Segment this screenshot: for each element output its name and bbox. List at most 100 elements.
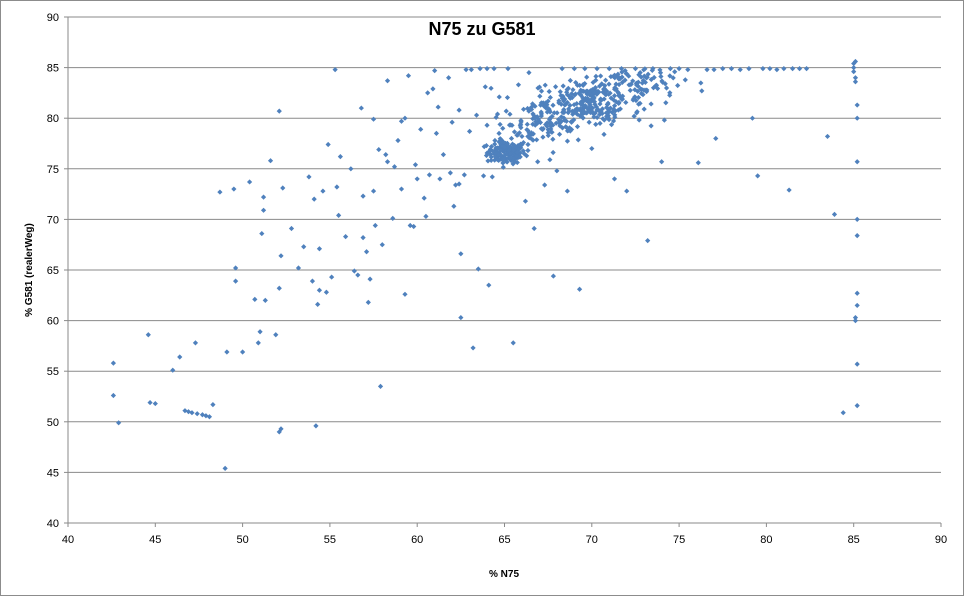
data-point [524,153,530,159]
data-point [550,136,556,142]
data-point [854,302,860,309]
data-point [831,211,838,217]
data-point [616,92,622,98]
data-point [512,159,518,165]
data-point [592,110,598,116]
data-point [267,158,274,164]
data-point [566,106,572,112]
data-point [638,74,644,80]
y-tick-label: 75 [47,164,59,176]
data-point [564,125,570,131]
data-point [336,212,342,218]
data-point [648,101,654,107]
data-point [564,188,570,194]
gridlines [68,16,941,473]
data-point [544,123,550,129]
data-point [550,102,556,108]
data-point [631,95,637,102]
data-point [632,94,638,100]
data-point [713,135,719,142]
data-point [360,193,366,199]
data-point [854,361,860,367]
data-point [566,93,572,99]
y-tick-label: 45 [47,467,59,479]
y-tick-label: 90 [47,12,59,24]
data-point [648,76,654,83]
data-point [578,105,584,112]
data-point [661,117,667,123]
data-point [608,122,615,128]
data-point [534,114,540,120]
data-point [433,130,440,136]
data-point [582,66,588,72]
data-point [749,115,756,121]
data-point [497,121,503,128]
data-point [854,216,860,222]
data-point [615,71,621,77]
data-point [494,111,501,117]
data-point [363,249,370,255]
data-point [486,282,492,288]
data-point [594,66,600,72]
data-point [737,67,743,73]
data-point [466,128,473,134]
x-tick-label: 50 [236,534,248,546]
data-point [574,124,581,130]
data-point [542,82,548,88]
data-point [488,143,495,150]
data-point [440,152,446,158]
data-point [550,122,556,128]
data-point [560,98,567,104]
data-point [488,85,494,91]
data-point [510,340,516,346]
x-axis-title: % N75 [489,569,519,580]
data-point [574,101,580,107]
x-tick-label: 55 [324,534,336,546]
data-point [458,251,464,257]
data-point [601,86,607,92]
data-point [510,161,516,167]
data-point [675,82,681,89]
data-points [110,58,860,471]
data-point [475,266,481,272]
data-point [535,116,542,122]
data-point [530,121,536,127]
data-point [524,121,530,127]
data-point [468,67,474,73]
data-point [567,102,573,109]
data-point [591,114,597,120]
data-point [488,154,494,160]
data-point [498,136,504,143]
data-point [570,111,576,117]
data-point [840,410,846,416]
data-point [425,90,431,96]
data-point [667,92,673,98]
data-point [650,85,657,91]
data-point [627,87,633,93]
data-point [252,296,258,302]
data-point [642,66,648,72]
data-point [501,156,507,163]
data-point [203,413,209,419]
data-point [518,117,524,124]
data-point [542,182,548,188]
data-point [152,400,158,407]
data-point [505,66,511,72]
data-point [500,164,506,170]
data-point [500,125,506,131]
data-point [657,70,664,76]
data-point [672,69,678,75]
data-point [507,111,513,117]
data-point [570,87,576,93]
data-point [587,99,593,105]
data-point [484,66,490,72]
data-point [456,107,462,113]
data-point [488,157,494,163]
data-point [554,168,560,174]
data-point [377,383,384,389]
data-point [538,88,545,94]
data-point [530,131,536,137]
data-point [565,85,571,91]
data-point [582,81,588,87]
data-point [601,96,607,102]
